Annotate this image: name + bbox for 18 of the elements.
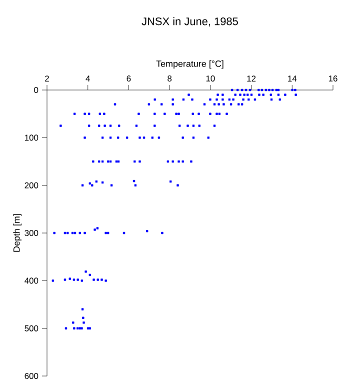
x-tick-label: 2: [45, 76, 49, 82]
y-tick-label: 100: [24, 134, 38, 141]
y-tick-label: 0: [34, 87, 38, 93]
y-tick-label: 600: [24, 373, 38, 379]
y-tick-label: 300: [24, 230, 38, 236]
chart-title: JNSX in June, 1985: [142, 17, 238, 27]
y-tick-label: 200: [24, 182, 38, 188]
y-axis-title: Depth [m]: [13, 214, 22, 252]
x-tick-label: 4: [86, 76, 90, 82]
x-tick-label: 12: [247, 76, 256, 82]
x-axis-title: Temperature [°C]: [156, 60, 224, 69]
x-tick-label: 16: [328, 76, 338, 82]
x-tick-label: 8: [168, 76, 172, 82]
x-tick-label: 14: [288, 76, 297, 82]
x-tick-label: 6: [126, 76, 131, 82]
x-tick-label: 10: [206, 76, 215, 82]
y-tick-label: 400: [24, 278, 38, 284]
y-tick-label: 500: [24, 325, 38, 332]
